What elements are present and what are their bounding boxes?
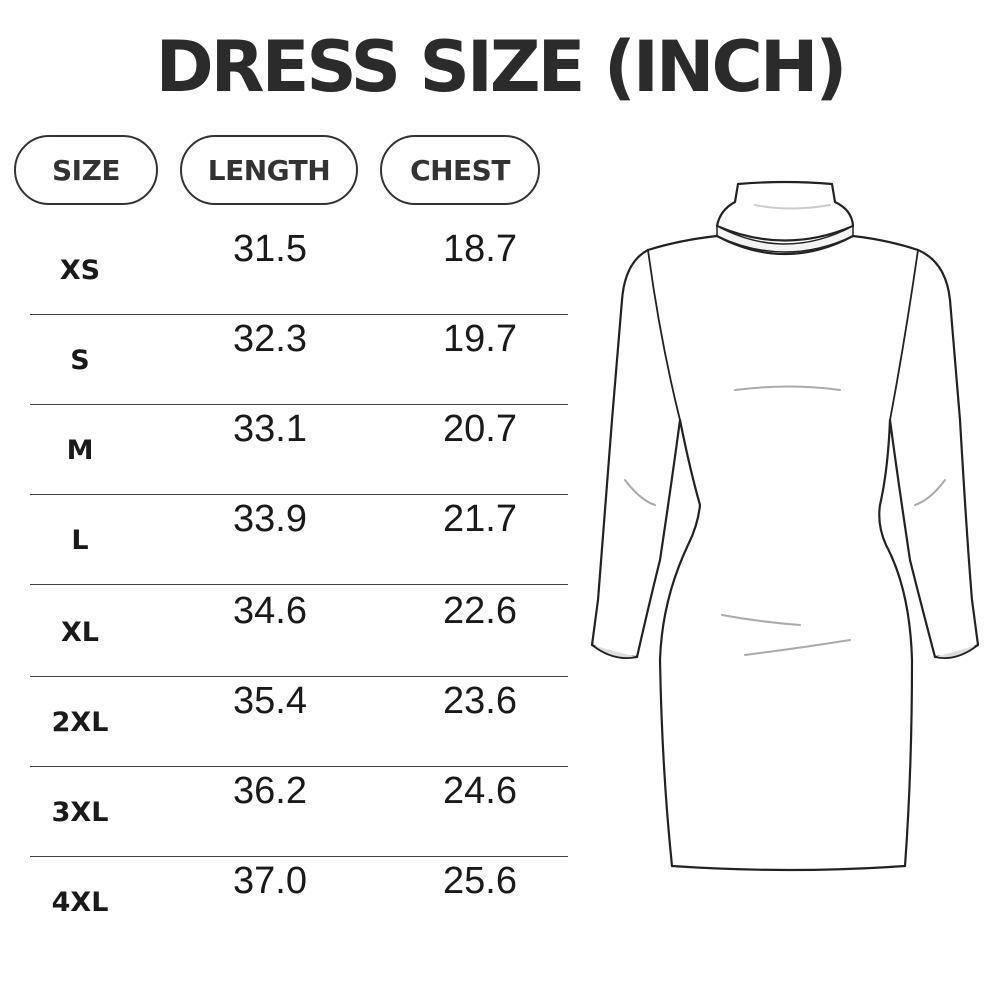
chest-value: 25.6: [443, 860, 517, 902]
size-label: L: [71, 525, 89, 556]
table-row: S 32.3 19.7: [0, 318, 580, 408]
length-value: 37.0: [233, 860, 307, 902]
row-divider: [30, 766, 568, 767]
chest-value: 23.6: [443, 680, 517, 722]
size-label: 4XL: [51, 887, 109, 918]
collar: [715, 180, 855, 242]
chest-value: 22.6: [443, 590, 517, 632]
row-divider: [30, 676, 568, 677]
header-length: LENGTH: [180, 135, 358, 205]
length-value: 32.3: [233, 318, 307, 360]
chest-value: 18.7: [443, 228, 517, 270]
page-title: DRESS SIZE (INCH): [155, 26, 848, 108]
size-label: XL: [60, 617, 100, 648]
length-value: 35.4: [233, 680, 307, 722]
table-row: XL 34.6 22.6: [0, 590, 580, 680]
table-row: M 33.1 20.7: [0, 408, 580, 498]
table-row: L 33.9 21.7: [0, 498, 580, 588]
size-label: XS: [59, 255, 101, 286]
size-label: S: [70, 345, 90, 376]
table-row: 4XL 37.0 25.6: [0, 860, 580, 950]
dress-body: [590, 234, 980, 872]
chest-value: 19.7: [443, 318, 517, 360]
row-divider: [30, 856, 568, 857]
row-divider: [30, 404, 568, 405]
length-value: 36.2: [233, 770, 307, 812]
table-row: 3XL 36.2 24.6: [0, 770, 580, 860]
chest-value: 20.7: [443, 408, 517, 450]
length-value: 34.6: [233, 590, 307, 632]
table-row: 2XL 35.4 23.6: [0, 680, 580, 770]
row-divider: [30, 584, 568, 585]
size-label: 2XL: [51, 707, 109, 738]
size-label: 3XL: [51, 797, 109, 828]
header-chest: CHEST: [380, 135, 540, 205]
length-value: 31.5: [233, 228, 307, 270]
length-value: 33.1: [233, 408, 307, 450]
chest-value: 24.6: [443, 770, 517, 812]
chest-value: 21.7: [443, 498, 517, 540]
row-divider: [30, 494, 568, 495]
row-divider: [30, 314, 568, 315]
size-label: M: [66, 435, 94, 466]
length-value: 33.9: [233, 498, 307, 540]
table-row: XS 31.5 18.7: [0, 228, 580, 318]
header-size: SIZE: [14, 135, 158, 205]
